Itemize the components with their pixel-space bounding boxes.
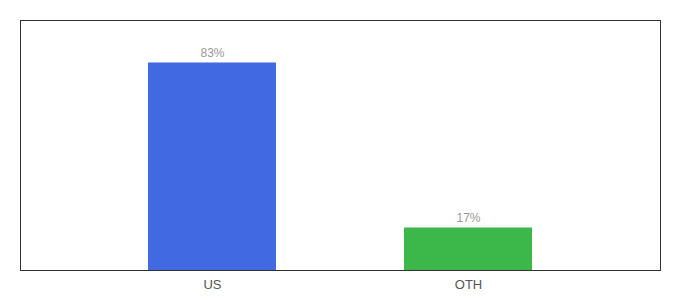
svg-text:US: US [203, 277, 221, 292]
svg-text:17%: 17% [456, 211, 480, 225]
svg-text:83%: 83% [200, 46, 224, 60]
svg-text:OTH: OTH [455, 277, 482, 292]
